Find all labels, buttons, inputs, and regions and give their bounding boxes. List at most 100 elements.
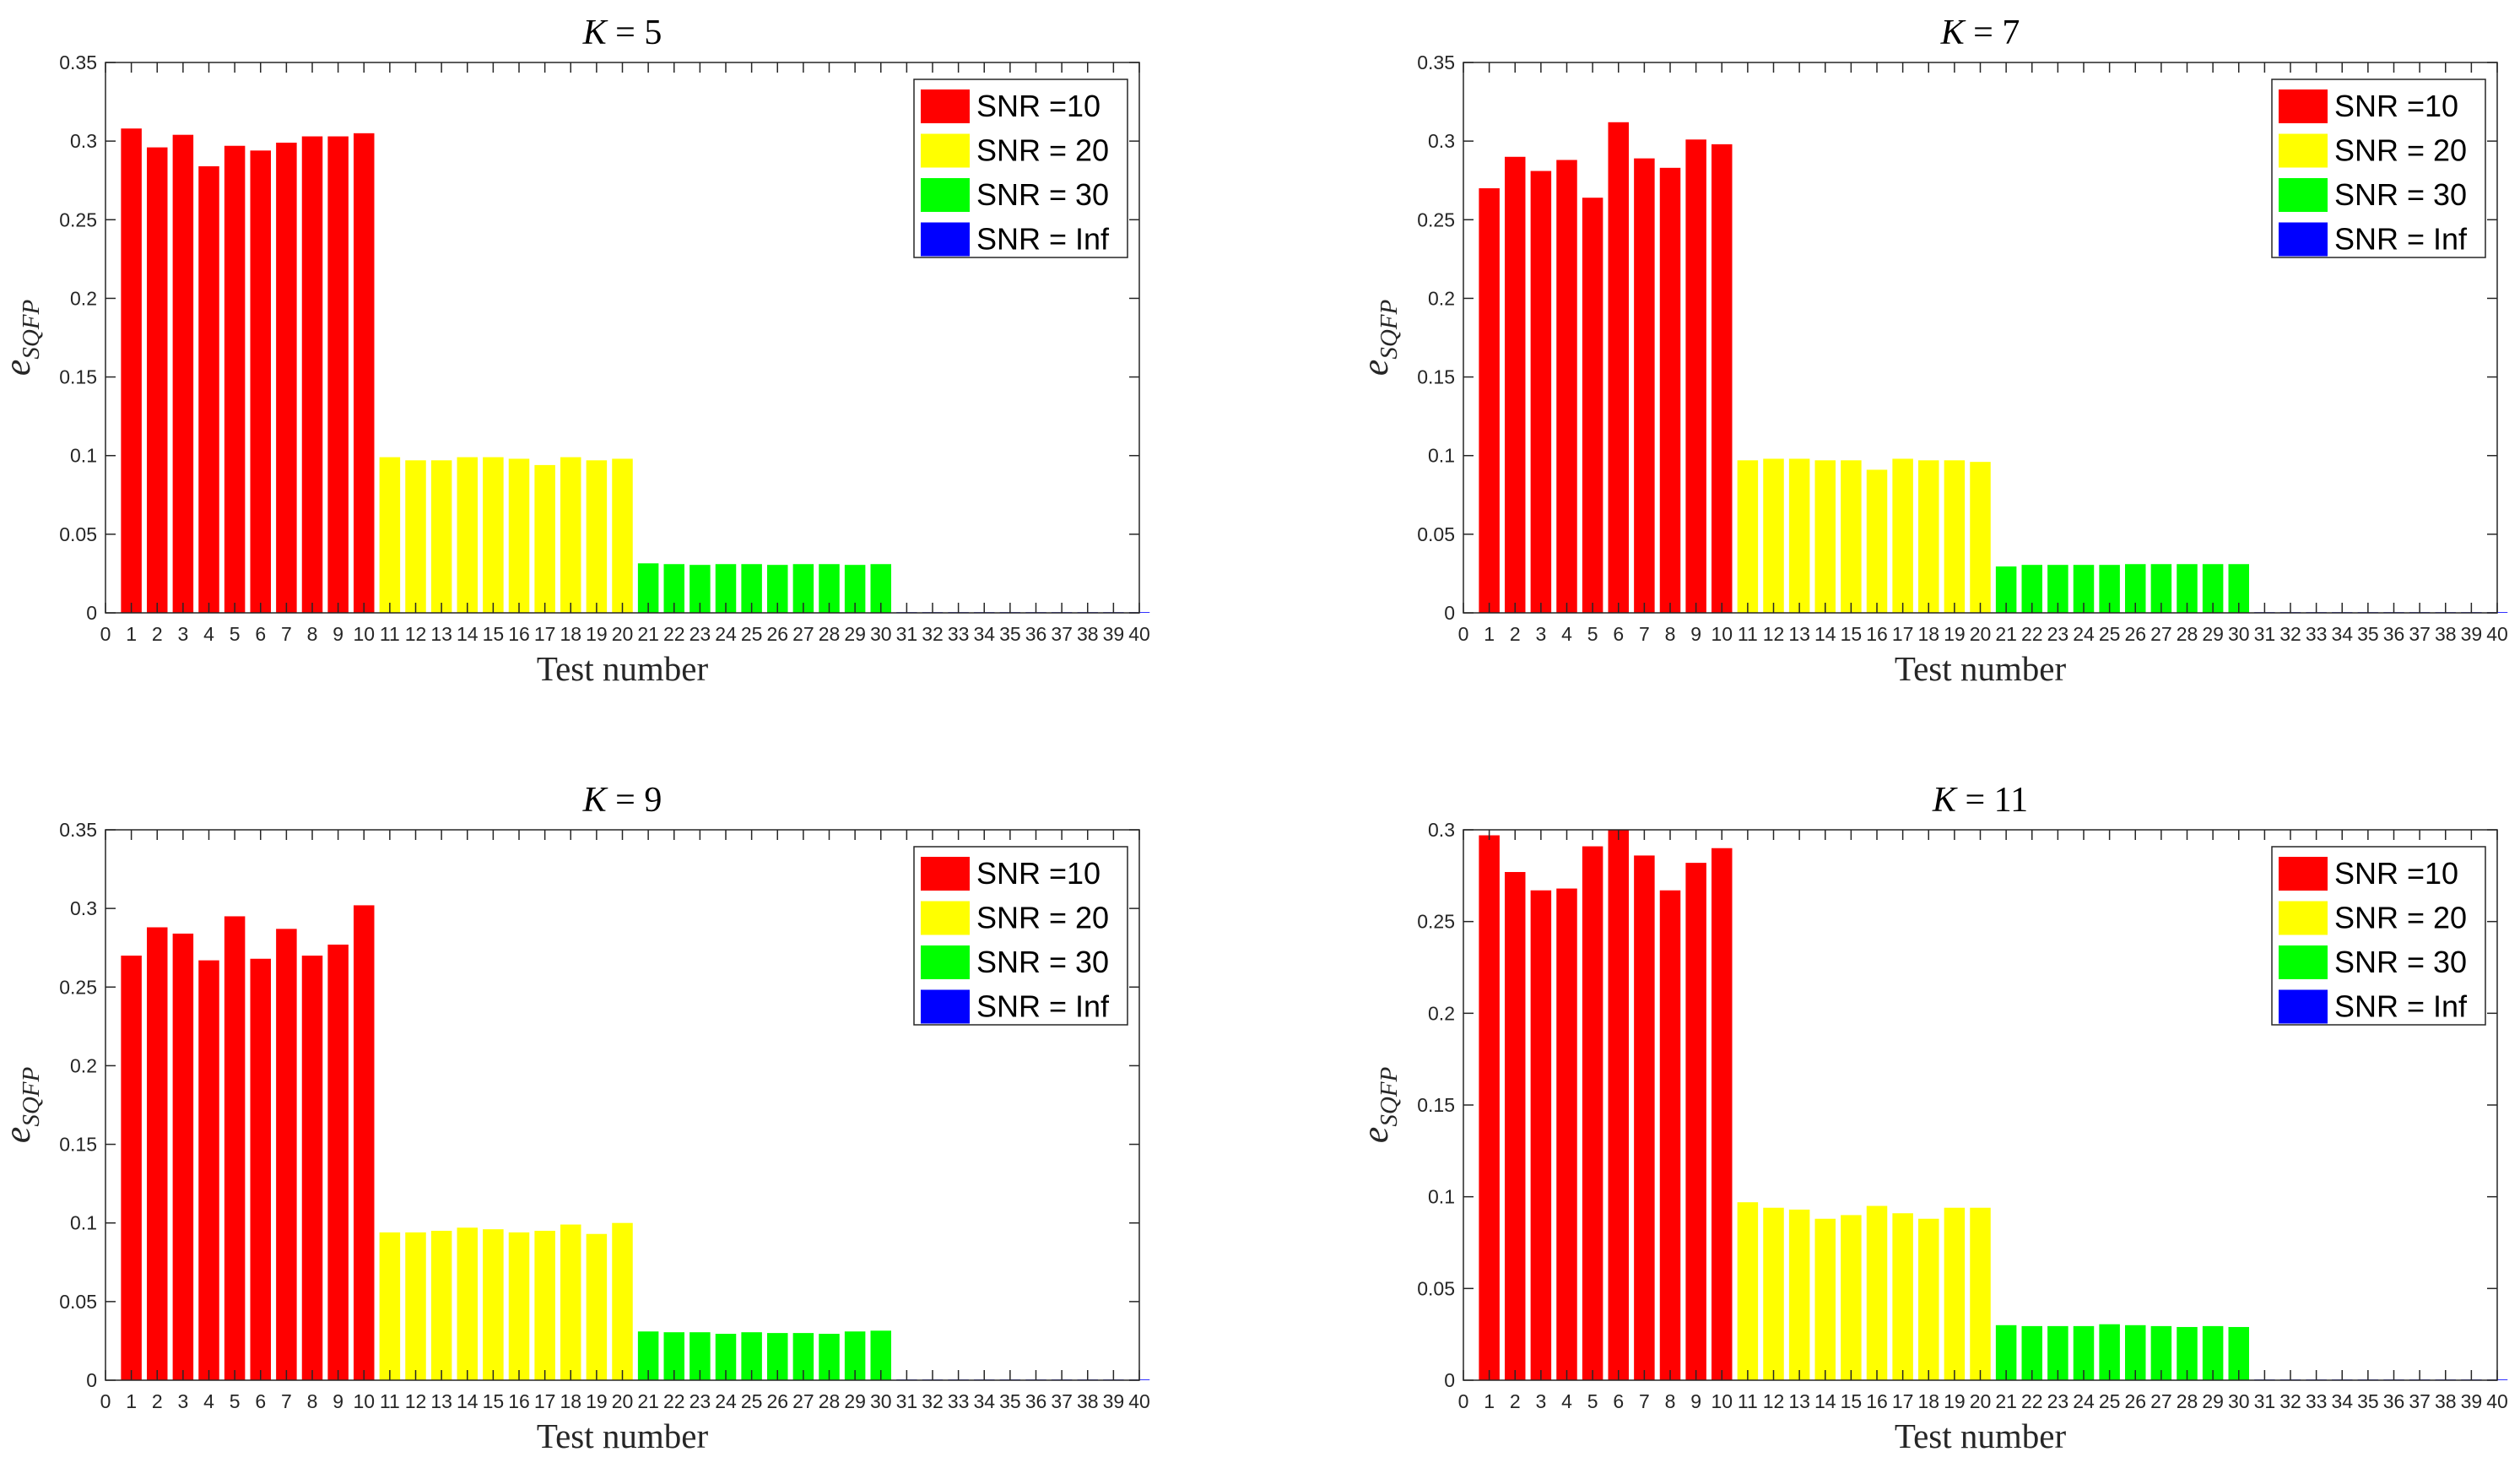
x-tick-label: 27 <box>792 1390 814 1412</box>
legend-label: SNR = 30 <box>2334 945 2467 979</box>
x-tick-label: 13 <box>430 1390 452 1412</box>
bar <box>1970 462 1991 613</box>
bar <box>1918 1218 1939 1380</box>
bar <box>1763 458 1784 613</box>
x-tick-label: 20 <box>1970 623 1992 645</box>
x-tick-label: 35 <box>2357 623 2379 645</box>
x-tick-label: 17 <box>534 1390 556 1412</box>
bar <box>1892 458 1913 613</box>
x-tick-label: 11 <box>380 623 400 645</box>
x-tick-label: 12 <box>1763 623 1785 645</box>
bar <box>327 944 349 1380</box>
bar <box>586 1233 608 1380</box>
bar <box>483 1229 504 1380</box>
y-axis-label: eSQFP <box>1355 1067 1403 1143</box>
x-tick-label: 33 <box>2306 623 2328 645</box>
bar <box>1814 1218 1836 1380</box>
x-tick-label: 18 <box>1917 623 1939 645</box>
bar <box>1556 888 1577 1380</box>
y-tick-label: 0.05 <box>1417 1277 1455 1299</box>
legend-swatch <box>2279 178 2328 212</box>
x-tick-label: 16 <box>508 1390 530 1412</box>
x-tick-label: 19 <box>1944 623 1966 645</box>
x-tick-label: 17 <box>534 623 556 645</box>
x-tick-label: 29 <box>844 623 866 645</box>
bar <box>430 460 452 613</box>
y-tick-label: 0.05 <box>1417 523 1455 545</box>
bar <box>301 136 323 614</box>
bar <box>1608 830 1629 1380</box>
x-tick-label: 1 <box>1484 623 1495 645</box>
legend-label: SNR = Inf <box>2334 989 2468 1024</box>
x-tick-label: 8 <box>1665 623 1676 645</box>
y-tick-label: 0.15 <box>1417 366 1455 388</box>
x-tick-label: 40 <box>1128 1390 1150 1412</box>
legend: SNR =10 SNR = 20 SNR = 30 SNR = Inf <box>913 79 1128 258</box>
bar <box>1659 890 1681 1380</box>
y-tick-label: 0.05 <box>59 523 97 545</box>
x-tick-label: 32 <box>922 623 944 645</box>
bar <box>508 458 530 613</box>
legend-swatch <box>921 133 970 168</box>
x-tick-label: 14 <box>457 623 479 645</box>
x-tick-label: 29 <box>844 1390 866 1412</box>
x-tick-label: 15 <box>483 1390 505 1412</box>
legend-swatch <box>921 989 970 1024</box>
x-tick-label: 22 <box>2021 1390 2043 1412</box>
x-tick-label: 22 <box>2021 623 2043 645</box>
bar <box>1866 469 1888 613</box>
x-tick-label: 4 <box>203 623 214 645</box>
x-tick-label: 3 <box>177 1390 188 1412</box>
bar <box>1530 890 1552 1380</box>
y-tick-label: 0.2 <box>1428 287 1455 309</box>
x-tick-label: 34 <box>973 623 995 645</box>
x-tick-label: 39 <box>1103 623 1125 645</box>
bar <box>276 143 297 613</box>
bar <box>354 133 375 613</box>
y-tick-label: 0.35 <box>1417 51 1455 73</box>
legend-label: SNR = 20 <box>2334 901 2467 935</box>
x-tick-label: 12 <box>405 623 427 645</box>
x-tick-label: 15 <box>1841 623 1863 645</box>
bar <box>198 960 219 1380</box>
y-axis-label: eSQFP <box>1355 300 1403 376</box>
y-tick-label: 0 <box>86 602 97 624</box>
bar <box>1866 1205 1888 1380</box>
x-tick-label: 10 <box>1711 623 1733 645</box>
x-tick-label: 36 <box>2383 1390 2405 1412</box>
x-tick-label: 8 <box>307 1390 318 1412</box>
y-axis-label-main: e <box>0 360 38 376</box>
bar <box>1788 1209 1810 1380</box>
chart-title-var: K <box>1932 781 1958 820</box>
legend-label: SNR =10 <box>2334 856 2458 891</box>
y-axis-label-main: e <box>1355 360 1396 376</box>
legend-swatch <box>2279 133 2328 168</box>
bar <box>508 1232 530 1380</box>
bar <box>147 147 168 614</box>
x-tick-label: 10 <box>353 623 375 645</box>
bar <box>224 145 246 614</box>
x-tick-label: 11 <box>380 1390 400 1412</box>
bar <box>1737 460 1759 613</box>
x-tick-label: 8 <box>1665 1390 1676 1412</box>
x-tick-label: 6 <box>1613 623 1624 645</box>
x-tick-label: 30 <box>2228 1390 2250 1412</box>
x-tick-label: 17 <box>1892 623 1914 645</box>
y-tick-label: 0.3 <box>1428 819 1455 841</box>
y-axis-label-sub: SQFP <box>18 300 45 360</box>
y-tick-label: 0.3 <box>70 897 97 919</box>
x-tick-label: 40 <box>2486 623 2508 645</box>
legend-swatch <box>921 178 970 212</box>
chart-title: K = 11 <box>1932 781 2028 820</box>
bar <box>1505 156 1526 613</box>
legend: SNR =10 SNR = 20 SNR = 30 SNR = Inf <box>2271 79 2486 258</box>
x-tick-label: 30 <box>870 623 892 645</box>
x-tick-label: 40 <box>2486 1390 2508 1412</box>
x-tick-label: 35 <box>999 1390 1021 1412</box>
x-tick-label: 9 <box>333 1390 343 1412</box>
x-tick-label: 1 <box>1484 1390 1495 1412</box>
chart-title-num: 5 <box>644 14 662 52</box>
bar <box>121 128 142 614</box>
bar <box>534 464 555 613</box>
x-tick-label: 40 <box>1128 623 1150 645</box>
